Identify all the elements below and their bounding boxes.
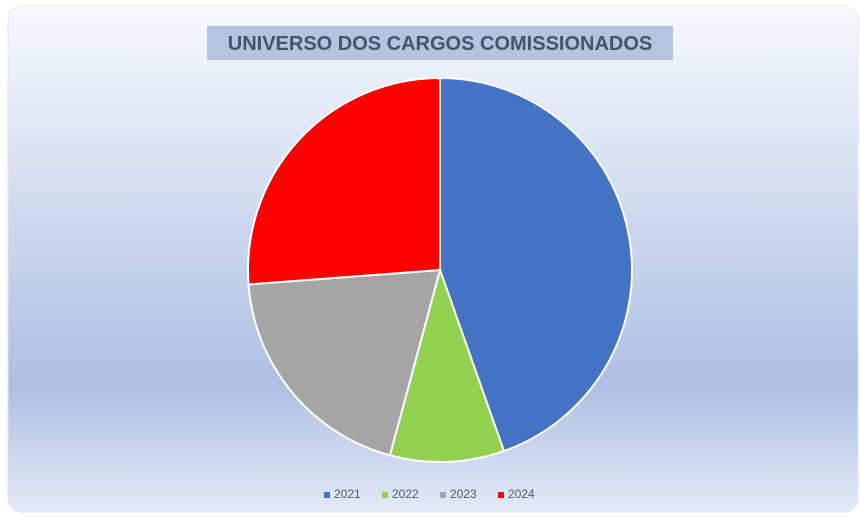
legend-swatch	[382, 492, 388, 498]
legend-label: 2024	[508, 487, 535, 501]
pie-slice	[247, 76, 441, 286]
title-background	[207, 26, 673, 60]
legend-label: 2022	[392, 487, 419, 501]
pie	[247, 76, 633, 463]
pie-slice	[439, 76, 633, 453]
legend-swatch	[324, 492, 330, 498]
pie-slice	[247, 268, 442, 457]
legend-label: 2023	[450, 487, 477, 501]
pie-slice	[388, 266, 506, 463]
chart-title: UNIVERSO DOS CARGOS COMISSIONADOS	[228, 33, 653, 55]
legend: 2021 2022 2023 2024	[324, 487, 535, 501]
legend-label: 2021	[334, 487, 361, 501]
legend-swatch	[498, 492, 504, 498]
legend-swatch	[440, 492, 446, 498]
